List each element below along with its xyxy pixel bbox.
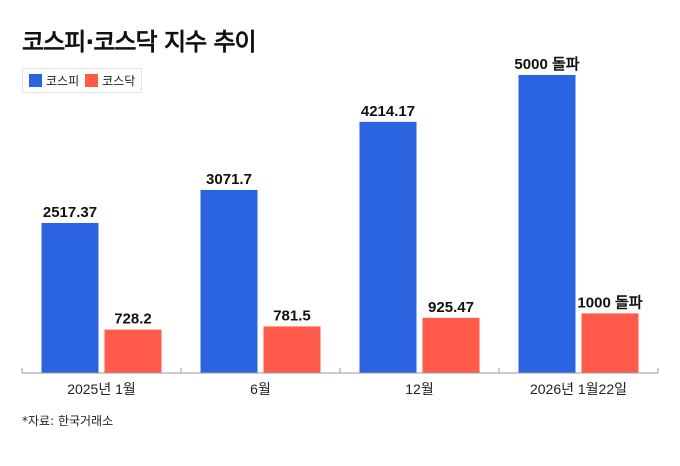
legend: 코스피 코스닥 — [22, 68, 143, 93]
x-tick-label: 2026년 1월22일 — [530, 381, 627, 397]
legend-swatch-kospi — [29, 74, 42, 87]
source-note: *자료: 한국거래소 — [22, 414, 114, 428]
chart-title: 코스피·코스닥 지수 추이 — [22, 28, 257, 56]
data-label: 3071.7 — [206, 171, 252, 188]
bar — [104, 329, 162, 373]
data-label: 5000 돌파 — [514, 56, 579, 73]
x-tick-label: 12월 — [405, 381, 433, 397]
x-tick-label: 2025년 1월 — [67, 381, 136, 397]
bar — [263, 326, 321, 373]
bar — [581, 313, 639, 373]
legend-item-kosdaq: 코스닥 — [85, 72, 135, 89]
bar — [41, 222, 99, 373]
data-label: 4214.17 — [361, 103, 415, 120]
bar — [359, 121, 417, 373]
data-label: 925.47 — [428, 299, 474, 316]
legend-swatch-kosdaq — [85, 74, 99, 87]
data-label: 728.2 — [114, 311, 152, 328]
legend-label-kosdaq: 코스닥 — [102, 74, 136, 88]
data-label: 1000 돌파 — [577, 294, 642, 311]
data-label: 781.5 — [273, 307, 311, 324]
x-tick-label: 6월 — [250, 381, 271, 397]
legend-label-kospi: 코스피 — [46, 74, 80, 88]
bar — [422, 317, 480, 373]
legend-item-kospi: 코스피 — [29, 72, 79, 89]
data-label: 2517.37 — [43, 204, 97, 221]
bar — [518, 75, 576, 373]
bar — [200, 189, 258, 373]
